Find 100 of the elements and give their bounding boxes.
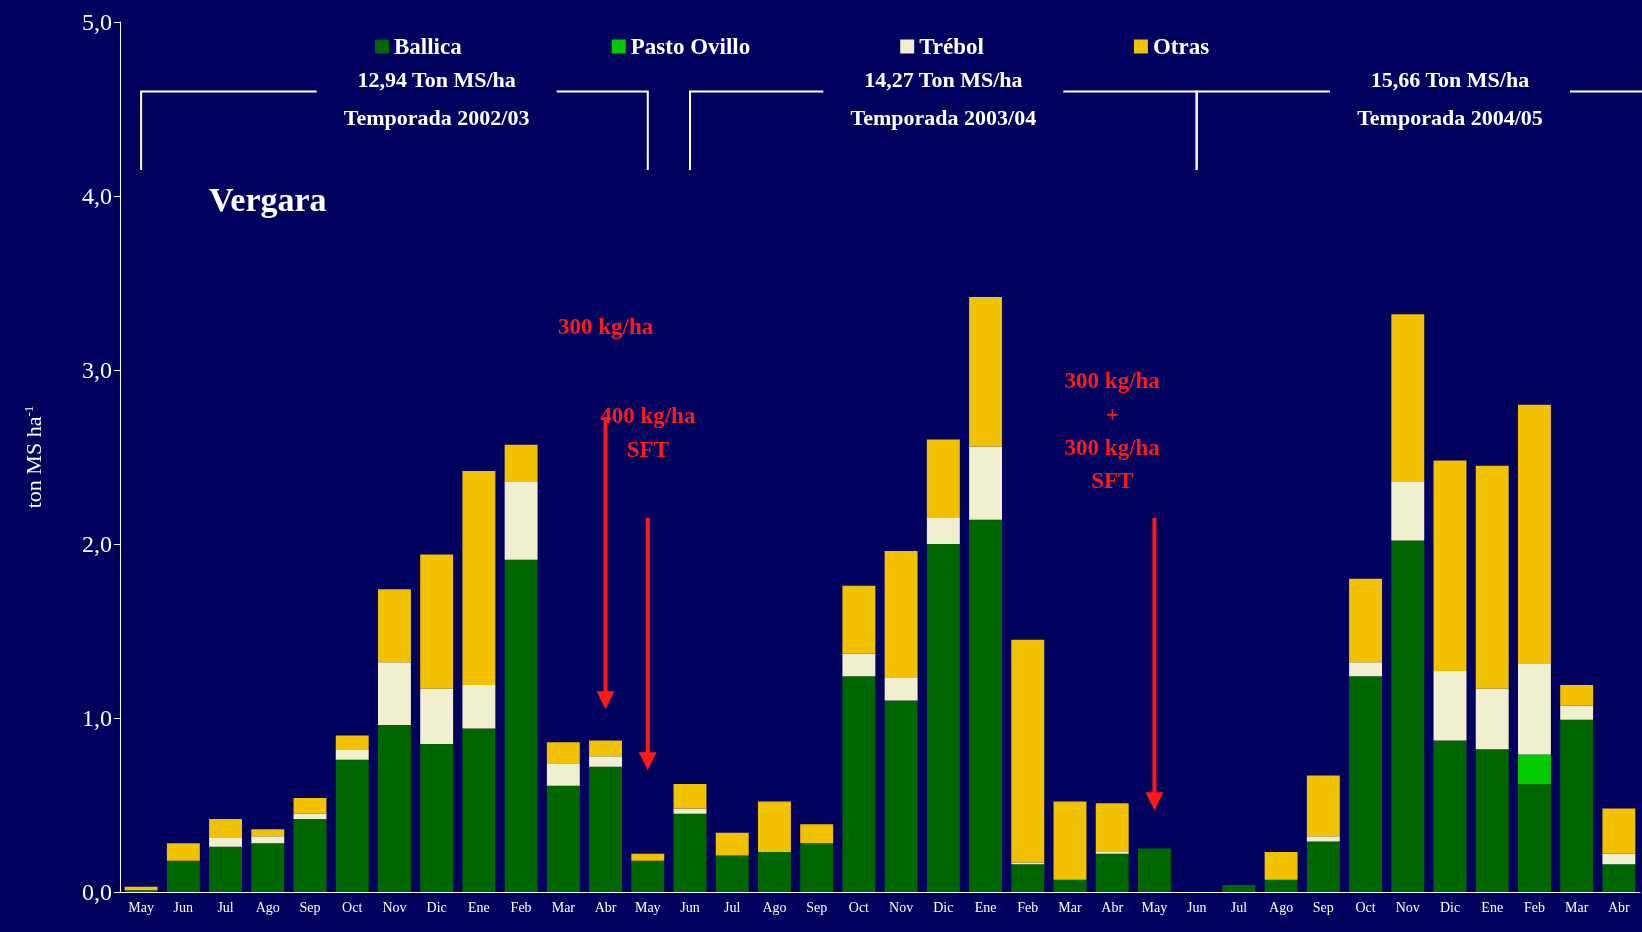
x-tick-label: Ago	[255, 899, 280, 915]
bar	[209, 846, 243, 892]
bar	[377, 724, 411, 892]
y-tick-label: 1,0	[82, 705, 112, 731]
bar	[293, 798, 327, 814]
bar	[1095, 803, 1129, 852]
bar	[1264, 851, 1298, 880]
bar	[842, 676, 876, 892]
x-tick-label: Jul	[217, 899, 234, 915]
bar	[462, 728, 496, 892]
bar	[1475, 465, 1509, 689]
x-tick-label: Nov	[382, 899, 407, 915]
bar	[1602, 853, 1636, 865]
bar	[1517, 754, 1551, 785]
bar	[504, 481, 538, 560]
bar	[1433, 740, 1467, 892]
bar	[884, 700, 918, 892]
bar	[926, 544, 960, 892]
bar	[926, 517, 960, 544]
bar	[166, 843, 200, 861]
x-tick-label: Jun	[173, 899, 194, 915]
x-tick-label: May	[1141, 899, 1168, 915]
bar	[673, 784, 707, 809]
x-tick-label: Ago	[1269, 899, 1294, 915]
x-tick-label: Jun	[1186, 899, 1207, 915]
bar	[546, 785, 580, 892]
bar	[504, 559, 538, 892]
bar	[1349, 662, 1383, 677]
x-tick-label: May	[634, 899, 661, 915]
bar	[1560, 719, 1594, 892]
bar	[1433, 671, 1467, 741]
bar	[589, 740, 623, 757]
bar	[1053, 879, 1087, 892]
bar	[926, 439, 960, 518]
x-tick-label: Dic	[426, 899, 447, 915]
x-tick-label: Dic	[1439, 899, 1461, 915]
annotation: 400 kg/ha SFT	[600, 403, 696, 462]
x-tick-label: Abr	[1608, 899, 1631, 915]
bar	[1517, 404, 1551, 665]
annotation: Vergara	[208, 180, 327, 218]
bar	[1391, 314, 1425, 482]
bar	[462, 470, 496, 685]
bar	[1560, 684, 1594, 706]
x-tick-label: Abr	[594, 899, 617, 915]
x-tick-label: Oct	[848, 899, 870, 915]
bar	[420, 554, 454, 689]
bar	[1264, 879, 1298, 892]
bar	[546, 763, 580, 786]
x-tick-label: Oct	[342, 899, 363, 915]
bar	[1095, 853, 1129, 892]
bar	[1349, 578, 1383, 663]
annotation: Temporada 2002/03	[343, 105, 530, 131]
bar	[251, 829, 285, 837]
x-tick-label: Mar	[1565, 899, 1589, 915]
bar	[546, 742, 580, 764]
bar	[1011, 864, 1045, 892]
y-tick-label: 5,0	[82, 9, 112, 35]
bar	[209, 838, 243, 847]
bar	[335, 749, 369, 760]
bar	[251, 836, 285, 844]
bar	[462, 684, 496, 729]
y-axis-title: ton MS ha-1	[21, 405, 46, 509]
bar	[631, 860, 665, 892]
bar	[1222, 885, 1256, 892]
bar	[335, 759, 369, 892]
bar	[842, 653, 876, 677]
bar	[504, 444, 538, 482]
annotation: 300 kg/ha + 300 kg/ha SFT	[1064, 368, 1161, 494]
bar	[293, 818, 327, 892]
x-tick-label: Nov	[1395, 899, 1420, 915]
bar	[1517, 664, 1551, 755]
x-tick-label: Mar	[551, 899, 576, 915]
annotation: 300 kg/ha	[557, 314, 654, 339]
bar	[884, 550, 918, 678]
x-tick-label: Feb	[1523, 899, 1545, 915]
bar	[377, 589, 411, 663]
bar	[1306, 836, 1340, 842]
x-tick-label: Nov	[889, 899, 914, 915]
x-tick-label: Sep	[1312, 899, 1334, 915]
y-tick-label: 3,0	[82, 357, 112, 383]
y-tick-label: 2,0	[82, 531, 112, 557]
bar	[1306, 775, 1340, 837]
y-tick-label: 0,0	[82, 879, 112, 905]
bar	[420, 744, 454, 892]
annotation: 14,27 Ton MS/ha	[864, 66, 1023, 92]
x-tick-label: Mar	[1058, 899, 1082, 915]
legend-label: Otras	[1152, 34, 1210, 59]
bar	[800, 824, 834, 844]
bar	[1391, 540, 1425, 892]
bar	[969, 519, 1003, 892]
x-tick-label: Jun	[680, 899, 700, 915]
x-tick-label: Jul	[724, 899, 741, 915]
bar	[1602, 808, 1636, 854]
bar	[420, 688, 454, 745]
bar	[673, 808, 707, 814]
bar	[335, 735, 369, 750]
x-tick-label: Ene	[1481, 899, 1504, 915]
x-tick-label: Dic	[933, 899, 954, 915]
annotation: 12,94 Ton MS/ha	[357, 66, 516, 92]
annotation: Temporada 2004/05	[1357, 105, 1543, 131]
